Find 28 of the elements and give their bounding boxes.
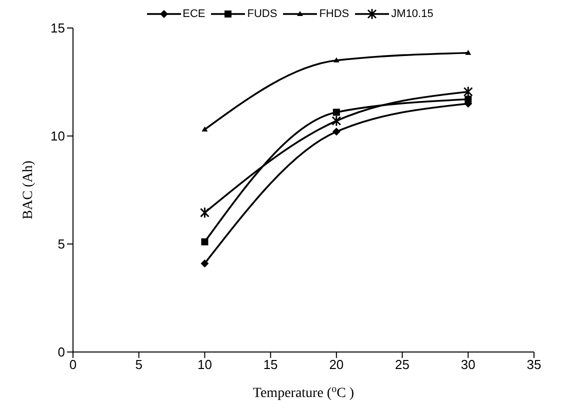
legend-label: FUDS (247, 8, 278, 20)
x-tick-label: 20 (329, 357, 344, 372)
y-tick-label: 5 (58, 236, 65, 252)
point (200, 206, 210, 218)
point (464, 96, 472, 103)
x-tick-label: 10 (197, 357, 212, 372)
point (201, 238, 208, 246)
x-tick-label: 35 (526, 357, 542, 372)
point (465, 50, 472, 55)
x-tick-label: 0 (69, 357, 77, 372)
point (333, 57, 340, 62)
x-tick-label: 30 (460, 357, 476, 372)
point (332, 108, 340, 116)
x-axis-title: Temperature ($^{o}$C ) (252, 384, 354, 401)
point (332, 128, 340, 136)
legend-label: FHDS (319, 8, 350, 20)
y-tick-label: 15 (50, 20, 65, 36)
y-tick-label: 10 (50, 128, 65, 144)
x-tick-label: 15 (263, 357, 278, 372)
legend-label: JM10.15 (391, 8, 434, 20)
point (200, 259, 209, 268)
x-tick-label: 25 (395, 357, 410, 372)
y-tick-label: 0 (58, 344, 65, 360)
point (202, 126, 208, 132)
point (332, 115, 342, 127)
legend-label: ECE (182, 8, 206, 20)
x-tick-label: 5 (135, 357, 142, 372)
y-axis-title: BAC (Ah) (21, 160, 36, 220)
